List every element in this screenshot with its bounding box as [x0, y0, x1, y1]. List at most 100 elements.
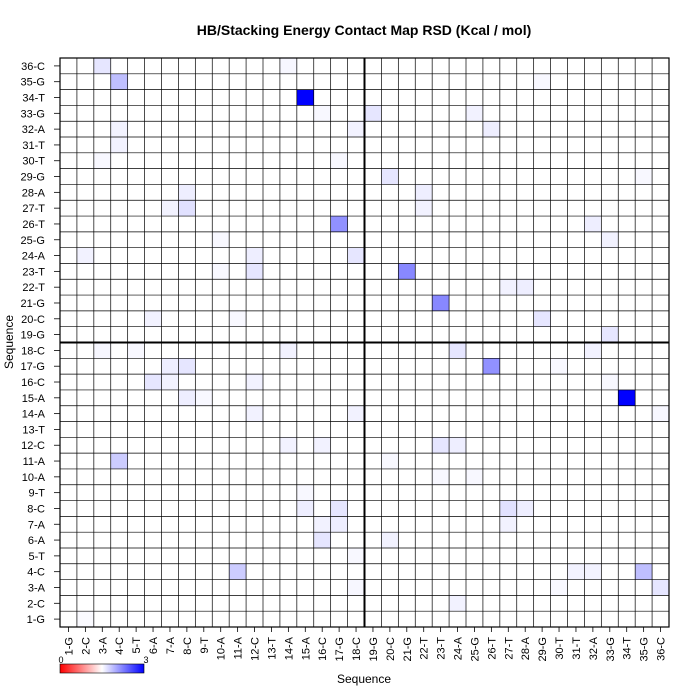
- y-tick-label: 8-C: [27, 503, 45, 515]
- x-tick-label: 22-T: [419, 637, 431, 660]
- heatmap-cell: [212, 263, 230, 280]
- y-tick-label: 10-A: [22, 472, 46, 484]
- x-tick-label: 3-A: [97, 636, 109, 654]
- y-tick-label: 26-T: [22, 219, 45, 231]
- y-tick-label: 29-G: [21, 172, 45, 184]
- heatmap-cell: [652, 579, 669, 596]
- heatmap-cell: [347, 405, 365, 422]
- heatmap-cell: [482, 121, 500, 138]
- heatmap-cell: [381, 453, 399, 469]
- x-tick-label: 31-T: [571, 637, 583, 660]
- heatmap-cell: [195, 389, 213, 406]
- heatmap-cell: [161, 358, 179, 375]
- heatmap-cell: [449, 437, 466, 454]
- heatmap-cell: [601, 231, 619, 248]
- x-tick-label: 8-C: [182, 637, 194, 655]
- heatmap-cell: [246, 405, 263, 422]
- y-tick-label: 33-G: [21, 108, 45, 120]
- heatmap-cell: [618, 389, 636, 406]
- heatmap-cell: [516, 279, 534, 296]
- heatmap-cell: [161, 200, 179, 217]
- heatmap-cell: [212, 231, 230, 248]
- heatmap-cell: [466, 468, 483, 485]
- heatmap-cell: [110, 453, 128, 469]
- heatmap-cell: [499, 516, 517, 533]
- heatmap-cell: [330, 500, 348, 517]
- heatmap-cell: [229, 310, 247, 327]
- heatmap-cells: [76, 58, 669, 627]
- heatmap-cell: [296, 89, 314, 106]
- y-tick-label: 13-T: [22, 424, 45, 436]
- y-tick-label: 14-A: [22, 409, 46, 421]
- x-tick-label: 35-G: [639, 637, 651, 661]
- x-tick-label: 10-A: [216, 636, 228, 660]
- y-tick-label: 23-T: [22, 266, 45, 278]
- x-tick-label: 23-T: [436, 637, 448, 660]
- heatmap-cell: [229, 563, 247, 580]
- heatmap-cell: [499, 279, 517, 296]
- heatmap-cell: [144, 374, 162, 390]
- heatmap-cell: [449, 342, 466, 359]
- heatmap-cell: [76, 611, 94, 627]
- heatmap-cell: [584, 563, 602, 580]
- y-tick-label: 34-T: [22, 93, 45, 105]
- y-tick-label: 20-C: [21, 314, 45, 326]
- heatmap-cell: [246, 374, 263, 390]
- plot-frame: [59, 57, 670, 628]
- colorbar-min-label: 0: [58, 655, 63, 665]
- heatmap-cell: [635, 168, 653, 185]
- x-tick-label: 28-A: [520, 636, 532, 660]
- heatmap-cell: [76, 247, 94, 264]
- x-tick-label: 18-C: [351, 637, 363, 661]
- x-tick-label: 20-C: [385, 637, 397, 661]
- x-tick-label: 2-C: [80, 637, 92, 655]
- y-tick-label: 32-A: [22, 124, 46, 136]
- y-axis-title: Sequence: [2, 315, 16, 369]
- heatmap-cell: [330, 216, 348, 232]
- x-tick-labels: 1-G 2-C 3-A 4-C 5-T 6-A 7-A 8-C 9-T 10-A 11-A 12-C 1…: [63, 627, 668, 661]
- heatmap-cell: [127, 342, 145, 359]
- y-tick-label: 24-A: [22, 251, 46, 263]
- x-tick-label: 17-G: [334, 637, 346, 661]
- x-tick-label: 9-T: [199, 637, 211, 654]
- heatmap-cell: [466, 105, 483, 122]
- chart-title: HB/Stacking Energy Contact Map RSD (Kcal…: [197, 22, 532, 38]
- heatmap-cell: [178, 200, 196, 217]
- x-tick-label: 30-T: [554, 637, 566, 660]
- heatmap-cell: [144, 310, 162, 327]
- y-tick-label: 3-A: [28, 582, 46, 594]
- x-tick-label: 29-G: [537, 637, 549, 661]
- heatmap-cell: [364, 105, 382, 122]
- y-tick-label: 22-T: [22, 282, 45, 294]
- heatmap-cell: [313, 105, 331, 122]
- heatmap-cell: [533, 310, 551, 327]
- y-tick-label: 21-G: [21, 298, 45, 310]
- heatmap-cell: [279, 58, 297, 74]
- heatmap-cell: [313, 437, 331, 454]
- x-tick-label: 13-T: [266, 637, 278, 660]
- heatmap-cell: [279, 342, 297, 359]
- heatmap-cell: [110, 73, 128, 90]
- heatmap-cell: [178, 389, 196, 406]
- y-tick-label: 4-C: [27, 567, 45, 579]
- x-tick-label: 4-C: [114, 637, 126, 655]
- x-tick-label: 15-A: [300, 636, 312, 660]
- heatmap-cell: [550, 579, 568, 596]
- y-tick-label: 12-C: [21, 440, 45, 452]
- y-tick-label: 2-C: [27, 598, 45, 610]
- heatmap-cell: [415, 200, 433, 217]
- x-axis-title: Sequence: [337, 672, 391, 686]
- heatmap-cell: [584, 216, 602, 232]
- x-tick-label: 11-A: [233, 636, 245, 659]
- heatmap-cell: [415, 184, 433, 201]
- heatmap-cell: [246, 263, 263, 280]
- y-tick-label: 16-C: [21, 377, 45, 389]
- heatmap-cell: [516, 500, 534, 517]
- x-tick-label: 34-T: [622, 637, 634, 660]
- heatmap-cell: [381, 532, 399, 548]
- heatmap-cell: [178, 184, 196, 201]
- y-tick-label: 9-T: [29, 488, 46, 500]
- x-tick-label: 12-C: [250, 637, 262, 661]
- heatmap-cell: [432, 295, 450, 311]
- y-tick-label: 18-C: [21, 345, 45, 357]
